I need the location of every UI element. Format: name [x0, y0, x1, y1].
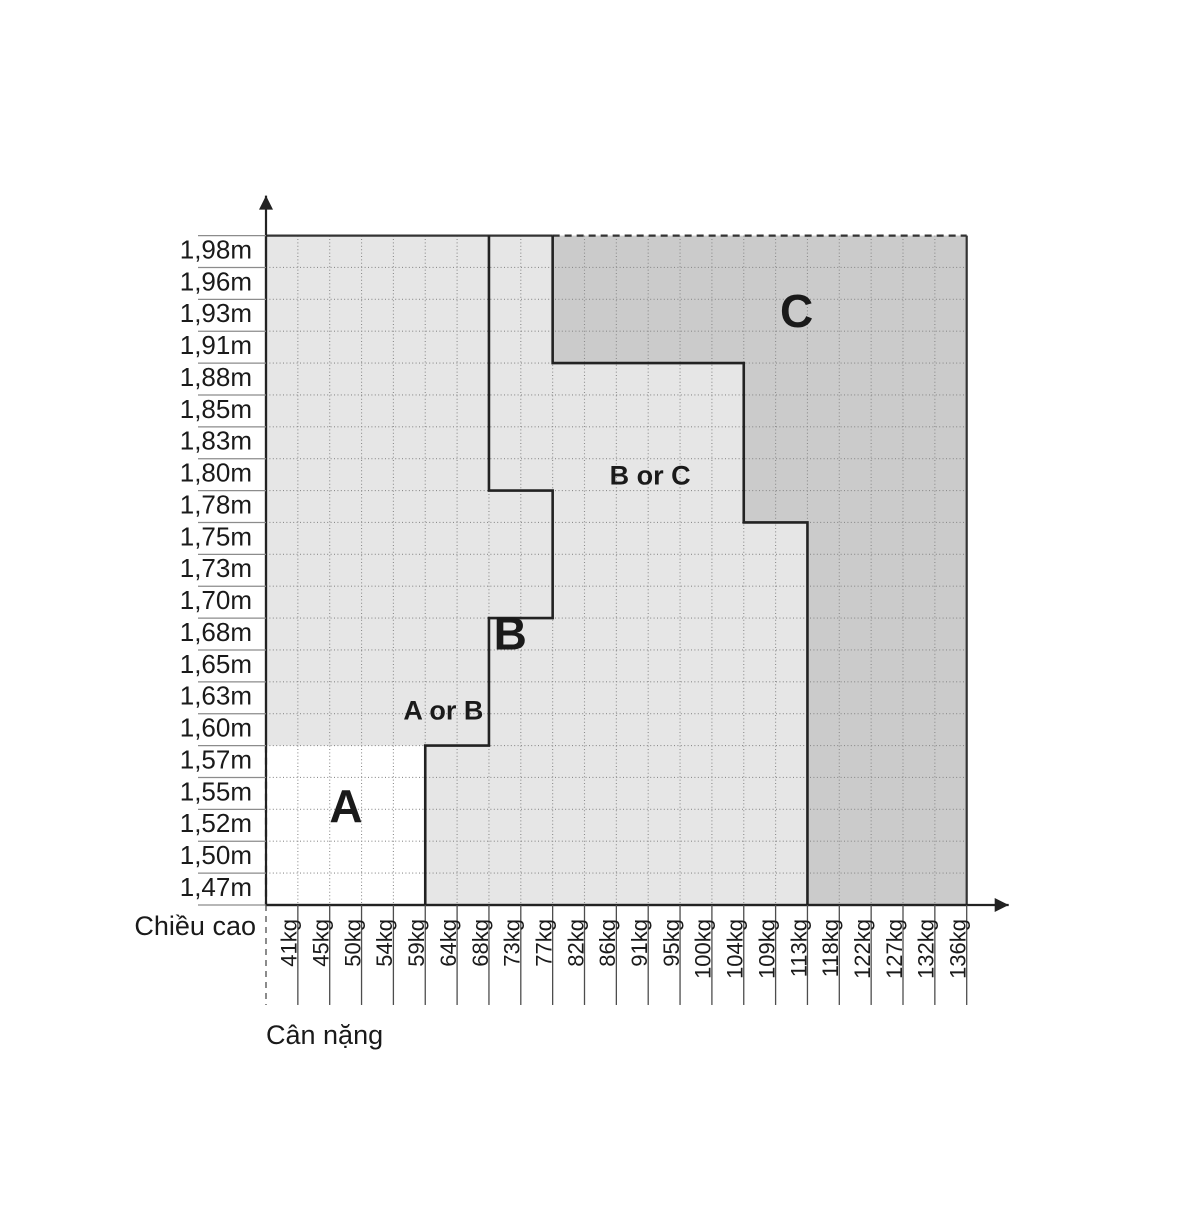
svg-text:1,96m: 1,96m: [180, 266, 252, 296]
svg-text:1,93m: 1,93m: [180, 298, 252, 328]
svg-text:Chiều cao: Chiều cao: [134, 911, 256, 941]
svg-text:1,60m: 1,60m: [180, 713, 252, 743]
svg-text:136kg: 136kg: [946, 919, 971, 979]
svg-text:132kg: 132kg: [914, 919, 939, 979]
svg-text:50kg: 50kg: [340, 919, 365, 967]
svg-text:109kg: 109kg: [754, 919, 779, 979]
svg-text:1,70m: 1,70m: [180, 585, 252, 615]
svg-text:1,63m: 1,63m: [180, 681, 252, 711]
svg-text:82kg: 82kg: [563, 919, 588, 967]
svg-text:1,85m: 1,85m: [180, 394, 252, 424]
svg-text:77kg: 77kg: [531, 919, 556, 967]
svg-text:118kg: 118kg: [818, 919, 843, 977]
svg-text:59kg: 59kg: [404, 919, 429, 967]
svg-text:64kg: 64kg: [436, 919, 461, 967]
svg-text:127kg: 127kg: [882, 919, 907, 979]
svg-text:1,80m: 1,80m: [180, 458, 252, 488]
svg-text:113kg: 113kg: [786, 919, 811, 977]
svg-text:Cân nặng: Cân nặng: [266, 1020, 383, 1050]
svg-text:54kg: 54kg: [372, 919, 397, 967]
svg-text:1,68m: 1,68m: [180, 617, 252, 647]
svg-text:1,55m: 1,55m: [180, 776, 252, 806]
svg-text:1,91m: 1,91m: [180, 330, 252, 360]
svg-text:A: A: [329, 780, 362, 832]
svg-text:B: B: [494, 608, 527, 660]
svg-text:A or B: A or B: [403, 695, 483, 725]
svg-text:68kg: 68kg: [468, 919, 493, 967]
svg-text:1,57m: 1,57m: [180, 744, 252, 774]
svg-text:1,50m: 1,50m: [180, 840, 252, 870]
svg-text:73kg: 73kg: [500, 919, 525, 967]
svg-text:45kg: 45kg: [309, 919, 334, 967]
svg-text:1,78m: 1,78m: [180, 489, 252, 519]
svg-text:B or C: B or C: [610, 460, 691, 490]
svg-text:1,52m: 1,52m: [180, 808, 252, 838]
svg-text:C: C: [780, 285, 813, 337]
svg-text:1,83m: 1,83m: [180, 426, 252, 456]
svg-text:41kg: 41kg: [277, 919, 302, 967]
svg-text:91kg: 91kg: [627, 919, 652, 967]
svg-text:104kg: 104kg: [723, 919, 748, 979]
svg-text:1,75m: 1,75m: [180, 521, 252, 551]
svg-text:1,88m: 1,88m: [180, 362, 252, 392]
svg-text:86kg: 86kg: [595, 919, 620, 967]
svg-text:122kg: 122kg: [850, 919, 875, 979]
svg-text:95kg: 95kg: [659, 919, 684, 967]
svg-text:1,73m: 1,73m: [180, 553, 252, 583]
svg-text:1,98m: 1,98m: [180, 234, 252, 264]
svg-text:1,65m: 1,65m: [180, 649, 252, 679]
svg-text:1,47m: 1,47m: [180, 872, 252, 902]
svg-text:100kg: 100kg: [691, 919, 716, 979]
